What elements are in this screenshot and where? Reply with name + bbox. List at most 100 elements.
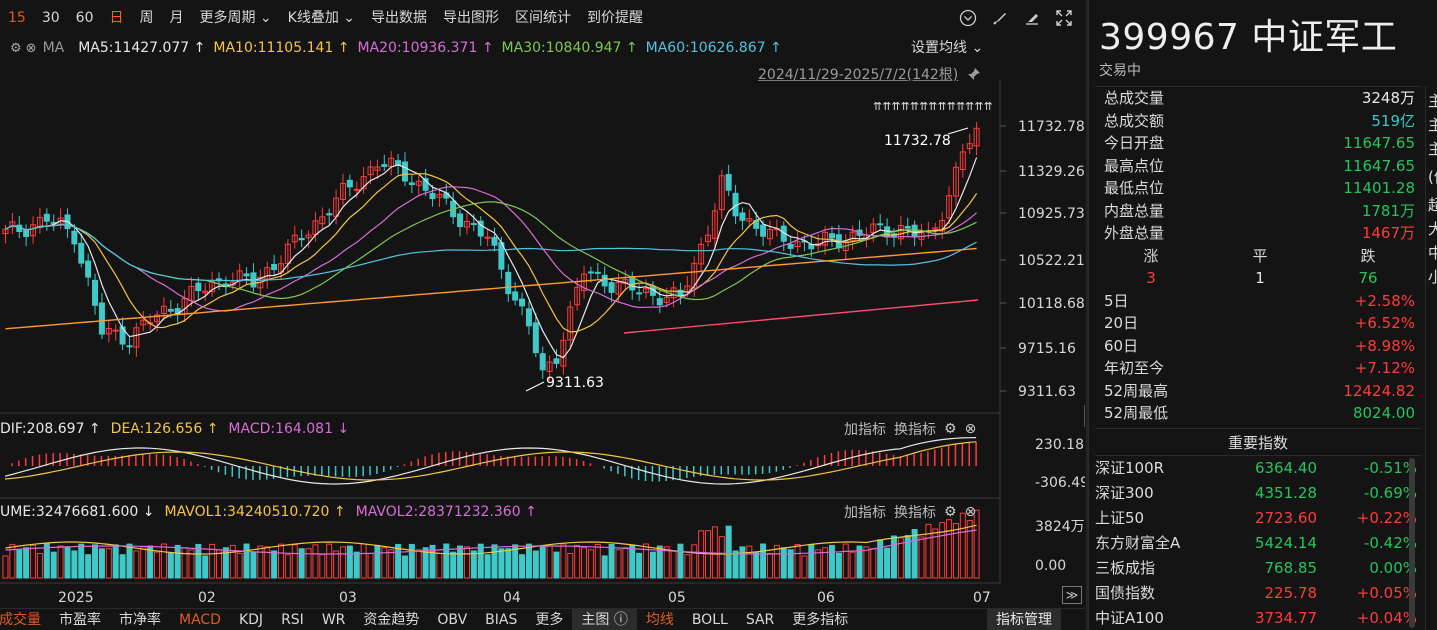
- tab-fund-trend[interactable]: 资金趋势: [363, 611, 420, 628]
- tab-more-indicators[interactable]: 更多指标: [792, 611, 849, 628]
- tab-volume[interactable]: 成交量: [0, 611, 41, 628]
- tab-pe[interactable]: 市盈率: [59, 611, 101, 628]
- mavol2-value: MAVOL2:28371232.360 ↑: [355, 504, 537, 520]
- volume-bar: [560, 543, 567, 579]
- stat-label: 外盘总量: [1104, 224, 1165, 242]
- index-row[interactable]: 中证A100 3734.77 +0.04%: [1095, 606, 1421, 630]
- price-alert-button[interactable]: 到价提醒: [587, 10, 644, 26]
- candle-body: [766, 229, 773, 240]
- kline-chart[interactable]: 11732.78 11329.26 10925.73 10522.21 10118.68…: [0, 80, 1085, 588]
- price-tick: 9311.63: [1018, 384, 1076, 400]
- volume-bar: [353, 551, 360, 579]
- macd-dif: DIF:208.697 ↑: [0, 421, 101, 437]
- close-icon[interactable]: ⊗: [964, 504, 977, 520]
- breadth-down-label: 跌: [1360, 246, 1376, 265]
- period-week-button[interactable]: 周: [139, 10, 154, 26]
- switch-indicator-button[interactable]: 换指标: [894, 505, 936, 521]
- volume-bar: [23, 547, 30, 579]
- export-data-button[interactable]: 导出数据: [371, 10, 428, 26]
- volume-bar: [911, 528, 918, 579]
- index-row[interactable]: 深证100R 6364.40 -0.51%: [1095, 456, 1421, 481]
- stat-row: 外盘总量 1467万: [1095, 222, 1421, 245]
- return-value: +8.98%: [1354, 336, 1415, 355]
- indices-scrollbar[interactable]: [1409, 458, 1415, 628]
- panel-divider[interactable]: [1086, 0, 1088, 630]
- period-day-button[interactable]: 日: [109, 10, 124, 26]
- index-row[interactable]: 国债指数 225.78 +0.05%: [1095, 581, 1421, 606]
- export-chart-button[interactable]: 导出图形: [443, 10, 500, 26]
- index-row[interactable]: 深证300 4351.28 -0.69%: [1095, 481, 1421, 506]
- add-indicator-button[interactable]: 加指标: [844, 422, 886, 438]
- volume-bar: [932, 528, 939, 579]
- tab-more[interactable]: 更多: [535, 611, 564, 628]
- more-periods-dropdown[interactable]: 更多周期 ⌄: [191, 0, 279, 36]
- volume-bar: [319, 554, 326, 579]
- pin-icon[interactable]: [967, 67, 981, 81]
- range-stats-button[interactable]: 区间统计: [515, 10, 572, 26]
- tab-boll[interactable]: BOLL: [691, 611, 728, 628]
- index-row[interactable]: 三板成指 768.85 0.00%: [1095, 556, 1421, 581]
- indicator-management-button[interactable]: 指标管理: [987, 608, 1061, 630]
- period-month-button[interactable]: 月: [169, 10, 184, 26]
- tab-ma[interactable]: 均线: [645, 611, 674, 628]
- candle-body: [202, 290, 209, 294]
- ma120-line: [5, 247, 977, 330]
- brush-icon[interactable]: [991, 9, 1009, 27]
- switch-indicator-button[interactable]: 换指标: [894, 422, 936, 438]
- tab-rsi[interactable]: RSI: [281, 611, 304, 628]
- stat-label: 总成交额: [1104, 111, 1165, 130]
- gear-icon[interactable]: ⚙: [10, 40, 22, 56]
- edge-label: 主: [1428, 140, 1437, 158]
- tab-pb[interactable]: 市净率: [119, 611, 161, 628]
- period-30-button[interactable]: 30: [41, 10, 60, 26]
- period-15-button[interactable]: 15: [8, 10, 26, 26]
- expand-panel-button[interactable]: ≫: [1062, 586, 1082, 604]
- breadth-flat-count: 1: [1255, 269, 1265, 287]
- volume-bar: [877, 539, 884, 579]
- candle-body: [849, 231, 856, 242]
- index-row[interactable]: 东方财富全A 5424.14 -0.42%: [1095, 531, 1421, 556]
- volume-bar: [264, 546, 271, 579]
- volume-bar: [167, 552, 174, 579]
- dropdown-circle-icon[interactable]: [959, 9, 977, 27]
- tab-kdj[interactable]: KDJ: [238, 611, 264, 628]
- low-annotation-arrow: [525, 381, 545, 392]
- volume-bar: [484, 554, 491, 579]
- volume-bar: [119, 554, 126, 579]
- kline-overlay-dropdown[interactable]: K线叠加 ⌄: [280, 0, 363, 36]
- mavol1-value: MAVOL1:34240510.720 ↑: [164, 504, 346, 520]
- close-icon[interactable]: ⊗: [25, 40, 37, 56]
- tab-main-chart[interactable]: 主图 ⓘ: [572, 608, 637, 630]
- tab-macd[interactable]: MACD: [179, 611, 221, 628]
- gear-icon[interactable]: ⚙: [944, 504, 957, 520]
- volume-bar: [305, 548, 312, 579]
- candle-body: [939, 219, 946, 232]
- breadth-values: 3 1 76: [1095, 267, 1421, 290]
- kline-overlay-label: K线叠加: [287, 10, 339, 26]
- index-row[interactable]: 上证50 2723.60 +0.22%: [1095, 506, 1421, 531]
- volume-bar: [615, 549, 622, 579]
- tab-wr[interactable]: WR: [321, 611, 346, 628]
- tab-sar[interactable]: SAR: [745, 611, 775, 628]
- period-60-button[interactable]: 60: [75, 10, 94, 26]
- volume-bar: [298, 548, 305, 579]
- return-row: 20日 +6.52%: [1095, 312, 1421, 335]
- candle-body: [92, 279, 99, 306]
- candle-body: [381, 164, 388, 167]
- volume-bar: [105, 548, 112, 579]
- stat-label: 内盘总量: [1104, 201, 1165, 220]
- volume-bar: [388, 549, 395, 579]
- index-change: +0.22%: [1356, 509, 1417, 527]
- tab-obv[interactable]: OBV: [437, 611, 468, 628]
- erase-icon[interactable]: [1023, 9, 1041, 27]
- ma-settings-dropdown[interactable]: 设置均线 ⌄: [911, 36, 983, 60]
- candle-body: [505, 271, 512, 295]
- volume-bar: [608, 543, 615, 579]
- candle-body: [277, 263, 284, 273]
- add-indicator-button[interactable]: 加指标: [844, 505, 886, 521]
- close-icon[interactable]: ⊗: [964, 421, 977, 437]
- tab-bias[interactable]: BIAS: [485, 611, 518, 628]
- index-price: 6364.40: [1254, 459, 1317, 477]
- gear-icon[interactable]: ⚙: [944, 421, 957, 437]
- fullscreen-icon[interactable]: [1055, 9, 1073, 27]
